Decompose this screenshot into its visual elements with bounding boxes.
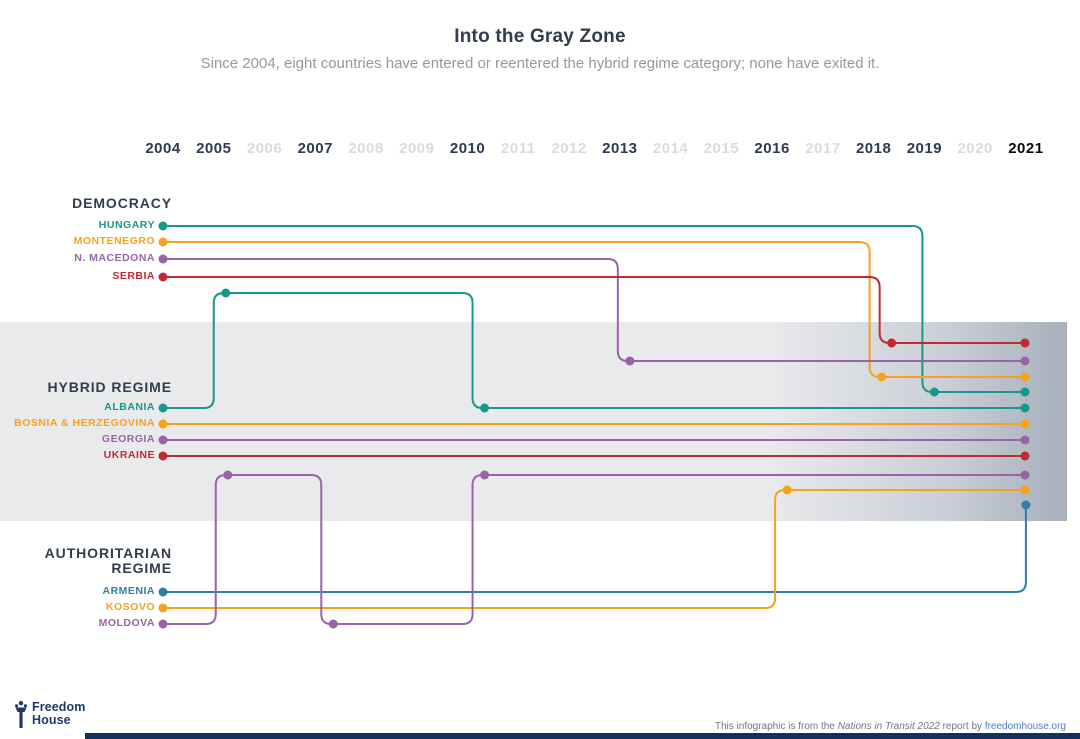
year-label-2014: 2014 [652, 140, 689, 157]
series-dot-montenegro [158, 237, 168, 247]
category-header-democracy: DEMOCRACY [72, 195, 172, 211]
year-label-2011: 2011 [501, 140, 536, 157]
series-dot-hungary [158, 221, 168, 231]
logo-line-2: House [32, 713, 71, 727]
attribution-mid: report by [939, 721, 985, 732]
attribution-text: This infographic is from the Nations in … [715, 721, 1066, 732]
year-label-2020: 2020 [957, 140, 993, 157]
series-dot-kosovo [158, 603, 168, 613]
bottom-accent-bar [85, 733, 1080, 739]
attribution-report-name: Nations in Transit 2022 [837, 721, 940, 732]
series-dot-serbia [158, 272, 168, 282]
freedomhouse-link[interactable]: freedomhouse.org [984, 721, 1066, 732]
country-label-n-macedona: N. MACEDONA [74, 252, 155, 264]
year-label-2006: 2006 [246, 140, 283, 157]
series-dot-moldova [158, 619, 168, 629]
year-label-2005: 2005 [196, 140, 232, 157]
year-label-2008: 2008 [348, 140, 384, 157]
page-title: Into the Gray Zone [454, 26, 626, 47]
country-label-georgia: GEORGIA [101, 433, 155, 445]
country-label-hungary: HUNGARY [98, 219, 155, 231]
year-label-2009: 2009 [399, 140, 435, 157]
series-dot-armenia [158, 587, 168, 597]
hybrid-gray-zone-band [0, 322, 1067, 521]
country-label-albania: ALBANIA [104, 401, 155, 413]
logo-wordmark: Freedom House [32, 701, 86, 727]
category-header-hybrid-regime: HYBRID REGIME [47, 379, 172, 395]
attribution-prefix: This infographic is from the [714, 721, 838, 732]
country-label-ukraine: UKRAINE [103, 449, 155, 461]
page-subtitle: Since 2004, eight countries have entered… [200, 55, 880, 72]
year-label-2015: 2015 [703, 140, 740, 157]
year-label-2018: 2018 [855, 140, 892, 157]
year-label-2004: 2004 [145, 140, 181, 157]
category-header-authoritarian-regime: AUTHORITARIAN REGIME [44, 545, 172, 576]
series-dot-n-macedona [158, 254, 168, 264]
country-label-bosnia-herzegovina: BOSNIA & HERZEGOVINA [14, 417, 155, 429]
torch-icon [15, 701, 27, 728]
year-label-2010: 2010 [449, 140, 486, 157]
year-label-2007: 2007 [297, 140, 333, 157]
country-label-moldova: MOLDOVA [98, 617, 155, 629]
year-label-2017: 2017 [805, 140, 841, 157]
country-label-kosovo: KOSOVO [105, 601, 155, 613]
year-label-2016: 2016 [754, 140, 790, 157]
country-label-montenegro: MONTENEGRO [73, 235, 155, 247]
logo-line-1: Freedom [32, 700, 86, 714]
year-label-2019: 2019 [906, 140, 943, 157]
series-dot-albania [221, 288, 231, 298]
freedom-house-logo: Freedom House [14, 700, 86, 728]
country-label-armenia: ARMENIA [102, 585, 155, 597]
year-label-2021: 2021 [1008, 140, 1044, 157]
year-label-2013: 2013 [602, 140, 638, 157]
series-dot-moldova [328, 619, 338, 629]
country-label-serbia: SERBIA [112, 270, 155, 282]
year-label-2012: 2012 [551, 140, 587, 157]
